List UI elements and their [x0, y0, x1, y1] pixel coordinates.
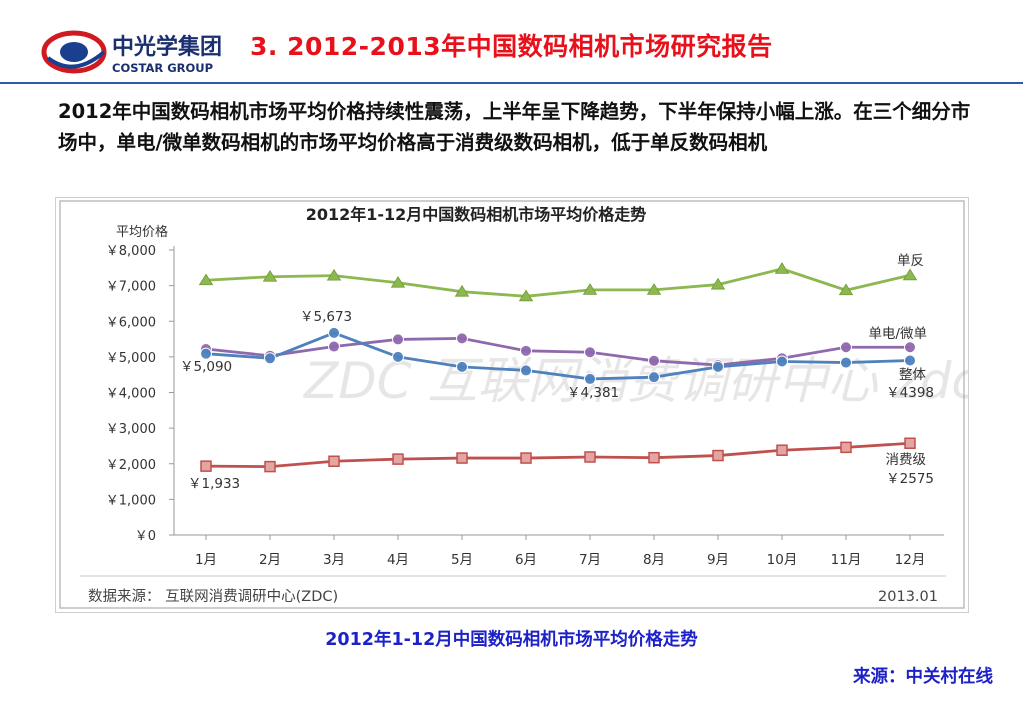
y-tick-label: ￥5,000: [106, 351, 156, 366]
series-2-point: [200, 347, 212, 360]
series-3: [200, 437, 916, 473]
series-2-point: [520, 364, 532, 377]
series-2-point: [840, 356, 852, 369]
y-tick-label: ￥7,000: [106, 280, 156, 295]
series-name-label: 单反: [897, 253, 924, 269]
series-1-point: [520, 344, 532, 357]
series-1-point: [648, 354, 660, 367]
y-tick-label: ￥6,000: [106, 315, 156, 330]
y-tick-label: ￥8,000: [106, 244, 156, 259]
series-0: [198, 262, 918, 302]
series-3-point: [520, 452, 532, 464]
series-0-point: [582, 283, 598, 295]
series-3-point: [840, 441, 852, 454]
series-0-point: [326, 268, 342, 281]
x-tick-label: 8月: [643, 552, 665, 568]
series-name-label: 整体: [899, 367, 927, 383]
series-1-point: [584, 346, 596, 359]
x-tick-label: 1月: [195, 552, 217, 568]
x-tick-label: 12月: [895, 552, 926, 568]
chart-outer-border: [59, 200, 965, 609]
x-tick-label: 3月: [323, 552, 345, 568]
series-0-point: [390, 276, 406, 288]
logo-text-en: COSTAR GROUP: [112, 61, 213, 75]
x-tick-label: 9月: [707, 552, 729, 568]
series-2-point: [392, 350, 404, 363]
series-1-point: [456, 332, 468, 345]
data-annotation: ￥5,673: [300, 309, 352, 325]
series-2-point: [648, 371, 660, 384]
series-2-point: [712, 360, 724, 373]
series-3-point: [712, 449, 724, 462]
series-3-point: [584, 451, 596, 463]
series-3-point: [904, 437, 916, 450]
data-annotation: ￥2575: [886, 471, 934, 487]
chart-footer-date: 2013.01: [878, 589, 938, 605]
series-0-point: [646, 283, 662, 295]
chart-title: 2012年1-12月中国数码相机市场平均价格走势: [306, 205, 647, 224]
series-2-point: [328, 326, 340, 339]
series-3-point: [264, 460, 276, 473]
series-0-point: [774, 262, 790, 274]
series-0-point: [454, 284, 470, 297]
logo-text-cn: 中光学集团: [112, 34, 222, 60]
y-tick-label: ￥4,000: [106, 387, 156, 402]
series-3-point: [648, 451, 660, 464]
x-tick-label: 2月: [259, 552, 281, 568]
series-0-point: [262, 269, 278, 282]
series-3-point: [328, 455, 340, 468]
data-annotation: ￥4398: [886, 385, 934, 401]
series-3-point: [456, 452, 468, 464]
summary-paragraph: 2012年中国数码相机市场平均价格持续性震荡，上半年呈下降趋势，下半年保持小幅上…: [58, 100, 971, 154]
series-2-point: [264, 352, 276, 365]
series-3-point: [392, 453, 404, 465]
chart-y-axis-label: 平均价格: [116, 224, 168, 240]
x-tick-label: 6月: [515, 552, 537, 568]
header-divider: [0, 82, 1023, 84]
series-0-line: [205, 267, 911, 298]
x-tick-label: 5月: [451, 552, 473, 568]
series-1-line: [205, 336, 910, 367]
chart-footer-source: 数据来源： 互联网消费调研中心(ZDC): [88, 588, 338, 605]
x-tick-label: 7月: [579, 552, 601, 568]
series-name-label: 单电/微单: [868, 326, 927, 342]
data-annotation: ￥4,381: [567, 385, 619, 401]
series-0-point: [198, 273, 214, 286]
series-2-point: [456, 360, 468, 373]
x-tick-label: 10月: [767, 552, 798, 568]
x-tick-label: 11月: [831, 552, 862, 568]
chart-caption: 2012年1-12月中国数码相机市场平均价格走势: [325, 630, 698, 650]
y-tick-label: ￥0: [135, 529, 156, 544]
series-2-point: [584, 372, 596, 385]
y-tick-label: ￥3,000: [106, 422, 156, 437]
chart-frame: 2012年1-12月中国数码相机市场平均价格走势 平均价格 ZDC 互联网消费调…: [55, 197, 969, 613]
costar-group-logo: 中光学集团 COSTAR GROUP: [41, 30, 222, 75]
data-annotation: ￥5,090: [180, 359, 232, 375]
series-0-point: [838, 283, 854, 296]
series-1-point: [328, 340, 340, 353]
series-1-point: [392, 333, 404, 346]
series-3-point: [776, 444, 788, 456]
series-1-point: [904, 341, 916, 354]
series-2-line: [205, 331, 911, 381]
series-0-point: [710, 277, 726, 290]
series-name-label: 消费级: [886, 452, 927, 468]
y-tick-label: ￥1,000: [106, 493, 156, 508]
x-tick-label: 4月: [387, 552, 409, 568]
series-3-line: [205, 441, 911, 469]
series-3-point: [200, 460, 212, 472]
series-2-point: [776, 355, 788, 368]
data-annotation: ￥1,933: [188, 476, 240, 492]
slide-title: 3. 2012-2013年中国数码相机市场研究报告: [250, 32, 773, 61]
series-2: [200, 326, 916, 385]
series-0-point: [902, 268, 918, 281]
series-1-point: [840, 341, 852, 354]
series-2-point: [904, 354, 916, 367]
source-credit: 来源：中关村在线: [853, 667, 993, 687]
y-tick-label: ￥2,000: [106, 458, 156, 473]
price-trend-chart: 2012年1-12月中国数码相机市场平均价格走势 平均价格 ZDC 互联网消费调…: [59, 200, 968, 609]
series-0-point: [518, 289, 534, 302]
